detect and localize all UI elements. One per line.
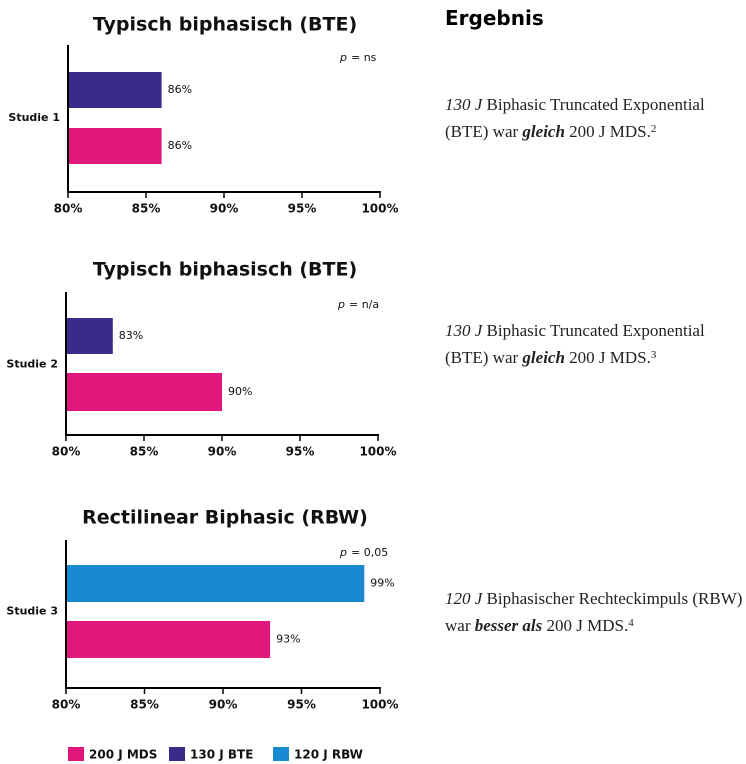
bar xyxy=(66,565,365,602)
annotation-text: = n/a xyxy=(349,298,379,311)
annotation-symbol: p xyxy=(339,546,347,559)
x-tick-label: 95% xyxy=(287,698,316,712)
result-text: 120 J Biphasischer Rechteckimpuls (RBW) … xyxy=(445,586,745,638)
chart-title: Typisch biphasisch (BTE) xyxy=(93,259,357,281)
legend-label: 120 J RBW xyxy=(294,748,363,762)
result-segment: gleich xyxy=(522,122,565,141)
x-tick-label: 100% xyxy=(361,202,398,216)
x-tick-label: 90% xyxy=(209,698,238,712)
result-segment: 200 J MDS. xyxy=(564,348,651,367)
value-label: 83% xyxy=(119,329,143,342)
annotation-symbol: p xyxy=(337,298,345,311)
legend-swatch xyxy=(169,747,185,761)
category-label: Studie 3 xyxy=(6,605,58,618)
result-segment: Biphasic Truncated Exponential (BTE) war xyxy=(445,321,705,367)
value-label: 90% xyxy=(228,385,252,398)
legend-swatch xyxy=(273,747,289,761)
chart-title: Typisch biphasisch (BTE) xyxy=(93,14,357,36)
bar xyxy=(66,318,113,354)
category-label: Studie 2 xyxy=(6,358,58,371)
result-text: 130 J Biphasic Truncated Exponential (BT… xyxy=(445,318,745,370)
bar xyxy=(68,128,162,164)
annotation: p = 0,05 xyxy=(339,546,388,559)
legend-label: 130 J BTE xyxy=(190,748,253,762)
result-segment: 200 J MDS. xyxy=(564,122,651,141)
x-tick-label: 90% xyxy=(208,445,237,459)
x-tick-label: 85% xyxy=(132,202,161,216)
value-label: 99% xyxy=(370,577,394,590)
x-tick-label: 100% xyxy=(359,445,396,459)
x-tick-label: 80% xyxy=(52,698,81,712)
result-text: 130 J Biphasic Truncated Exponential (BT… xyxy=(445,92,745,144)
result-segment: 3 xyxy=(650,349,657,361)
result-segment: gleich xyxy=(522,348,565,367)
result-segment: 130 J xyxy=(445,321,483,340)
x-tick-label: 80% xyxy=(54,202,83,216)
legend-swatch xyxy=(68,747,84,761)
x-tick-label: 95% xyxy=(286,445,315,459)
x-tick-label: 80% xyxy=(52,445,81,459)
annotation-symbol: p xyxy=(339,51,347,64)
annotation-text: = 0,05 xyxy=(351,546,388,559)
result-segment: 2 xyxy=(650,123,657,135)
value-label: 86% xyxy=(168,139,192,152)
result-segment: 4 xyxy=(628,617,634,629)
bar xyxy=(66,373,222,411)
value-label: 86% xyxy=(168,83,192,96)
charts: Typisch biphasisch (BTE) 80% 85% 90% 95% 100%… xyxy=(6,14,398,762)
result-segment: 200 J MDS. xyxy=(542,616,629,635)
result-segment: Biphasic Truncated Exponential (BTE) war xyxy=(445,95,705,141)
x-tick-label: 100% xyxy=(361,698,398,712)
x-tick-label: 85% xyxy=(130,445,159,459)
results-title: Ergebnis xyxy=(445,6,544,30)
result-segment: besser als xyxy=(474,616,543,635)
result-segment: Biphasischer Rechteckimpuls (RBW) war xyxy=(445,589,743,635)
legend-label: 200 J MDS xyxy=(89,748,157,762)
x-tick-label: 90% xyxy=(210,202,239,216)
x-tick-label: 95% xyxy=(288,202,317,216)
annotation: p = n/a xyxy=(337,298,379,311)
chart-title: Rectilinear Biphasic (RBW) xyxy=(82,507,368,529)
category-label: Studie 1 xyxy=(8,111,60,124)
result-segment: 120 J xyxy=(445,589,483,608)
result-segment: 130 J xyxy=(445,95,483,114)
annotation: p = ns xyxy=(339,51,377,64)
value-label: 93% xyxy=(276,633,300,646)
bar xyxy=(66,621,271,658)
x-tick-label: 85% xyxy=(130,698,159,712)
bar xyxy=(68,72,162,108)
annotation-text: = ns xyxy=(351,51,377,64)
